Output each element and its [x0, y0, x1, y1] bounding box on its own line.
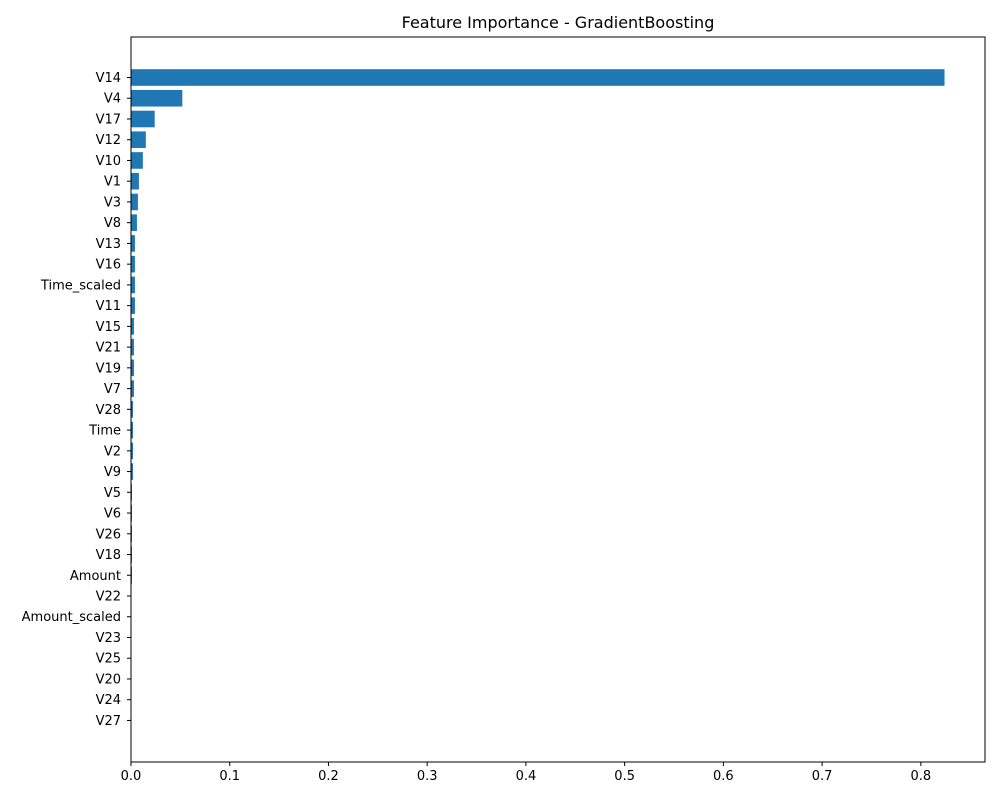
- bar-v10: [131, 152, 143, 169]
- y-tick-label: V9: [104, 465, 121, 480]
- bar-v17: [131, 111, 155, 128]
- y-tick-label: V4: [104, 92, 121, 107]
- bars-layer: [131, 69, 945, 729]
- y-tick-label: V6: [104, 507, 121, 522]
- x-tick-label: 0.0: [121, 769, 142, 784]
- bar-v13: [131, 235, 135, 252]
- y-tick-label: V8: [104, 216, 121, 231]
- x-axis: 0.0 0.1 0.2 0.3 0.4 0.5 0.6 0.7 0.8: [121, 762, 932, 784]
- y-tick-label: V5: [104, 486, 121, 501]
- bar-time-scaled: [131, 277, 135, 294]
- y-tick-label: Amount: [70, 569, 121, 584]
- bar-v16: [131, 256, 135, 273]
- y-tick-label: V26: [96, 527, 121, 542]
- x-tick-label: 0.3: [417, 769, 438, 784]
- y-tick-label: V15: [96, 320, 121, 335]
- y-tick-label: V28: [96, 403, 121, 418]
- y-tick-label: V22: [96, 590, 121, 605]
- x-tick-label: 0.1: [219, 769, 240, 784]
- y-tick-label: V3: [104, 195, 121, 210]
- y-tick-label: V12: [96, 133, 121, 148]
- plot-frame: [131, 37, 985, 762]
- y-tick-label: V1: [104, 175, 121, 190]
- y-tick-label: Time_scaled: [40, 278, 121, 293]
- y-axis: V14 V4 V17 V12 V10 V1 V3 V8 V13 V16 Time_scaled V11…: [22, 71, 131, 729]
- x-tick-label: 0.8: [910, 769, 931, 784]
- y-tick-label: V25: [96, 652, 121, 667]
- y-tick-label: V16: [96, 258, 121, 273]
- y-tick-label: V18: [96, 548, 121, 563]
- y-tick-label: V19: [96, 361, 121, 376]
- x-tick-label: 0.4: [516, 769, 537, 784]
- y-tick-label: V20: [96, 672, 121, 687]
- y-tick-label: V14: [96, 71, 121, 86]
- bar-v4: [131, 90, 182, 107]
- y-tick-label: V27: [96, 714, 121, 729]
- bar-v1: [131, 173, 139, 190]
- y-tick-label: V7: [104, 382, 121, 397]
- x-tick-label: 0.6: [713, 769, 734, 784]
- y-tick-label: V24: [96, 693, 121, 708]
- y-tick-label: V2: [104, 444, 121, 459]
- x-tick-label: 0.2: [318, 769, 339, 784]
- x-tick-label: 0.7: [812, 769, 833, 784]
- y-tick-label: V17: [96, 112, 121, 127]
- bar-v12: [131, 131, 146, 148]
- y-tick-label: V10: [96, 154, 121, 169]
- chart-title: Feature Importance - GradientBoosting: [402, 13, 715, 32]
- bar-v14: [131, 69, 945, 86]
- x-tick-label: 0.5: [614, 769, 635, 784]
- y-tick-label: V23: [96, 631, 121, 646]
- bar-v3: [131, 194, 138, 211]
- bar-v11: [131, 297, 135, 314]
- bar-v8: [131, 214, 137, 231]
- y-tick-label: Time: [88, 424, 121, 439]
- y-tick-label: Amount_scaled: [22, 610, 121, 625]
- y-tick-label: V13: [96, 237, 121, 252]
- y-tick-label: V21: [96, 341, 121, 356]
- y-tick-label: V11: [96, 299, 121, 314]
